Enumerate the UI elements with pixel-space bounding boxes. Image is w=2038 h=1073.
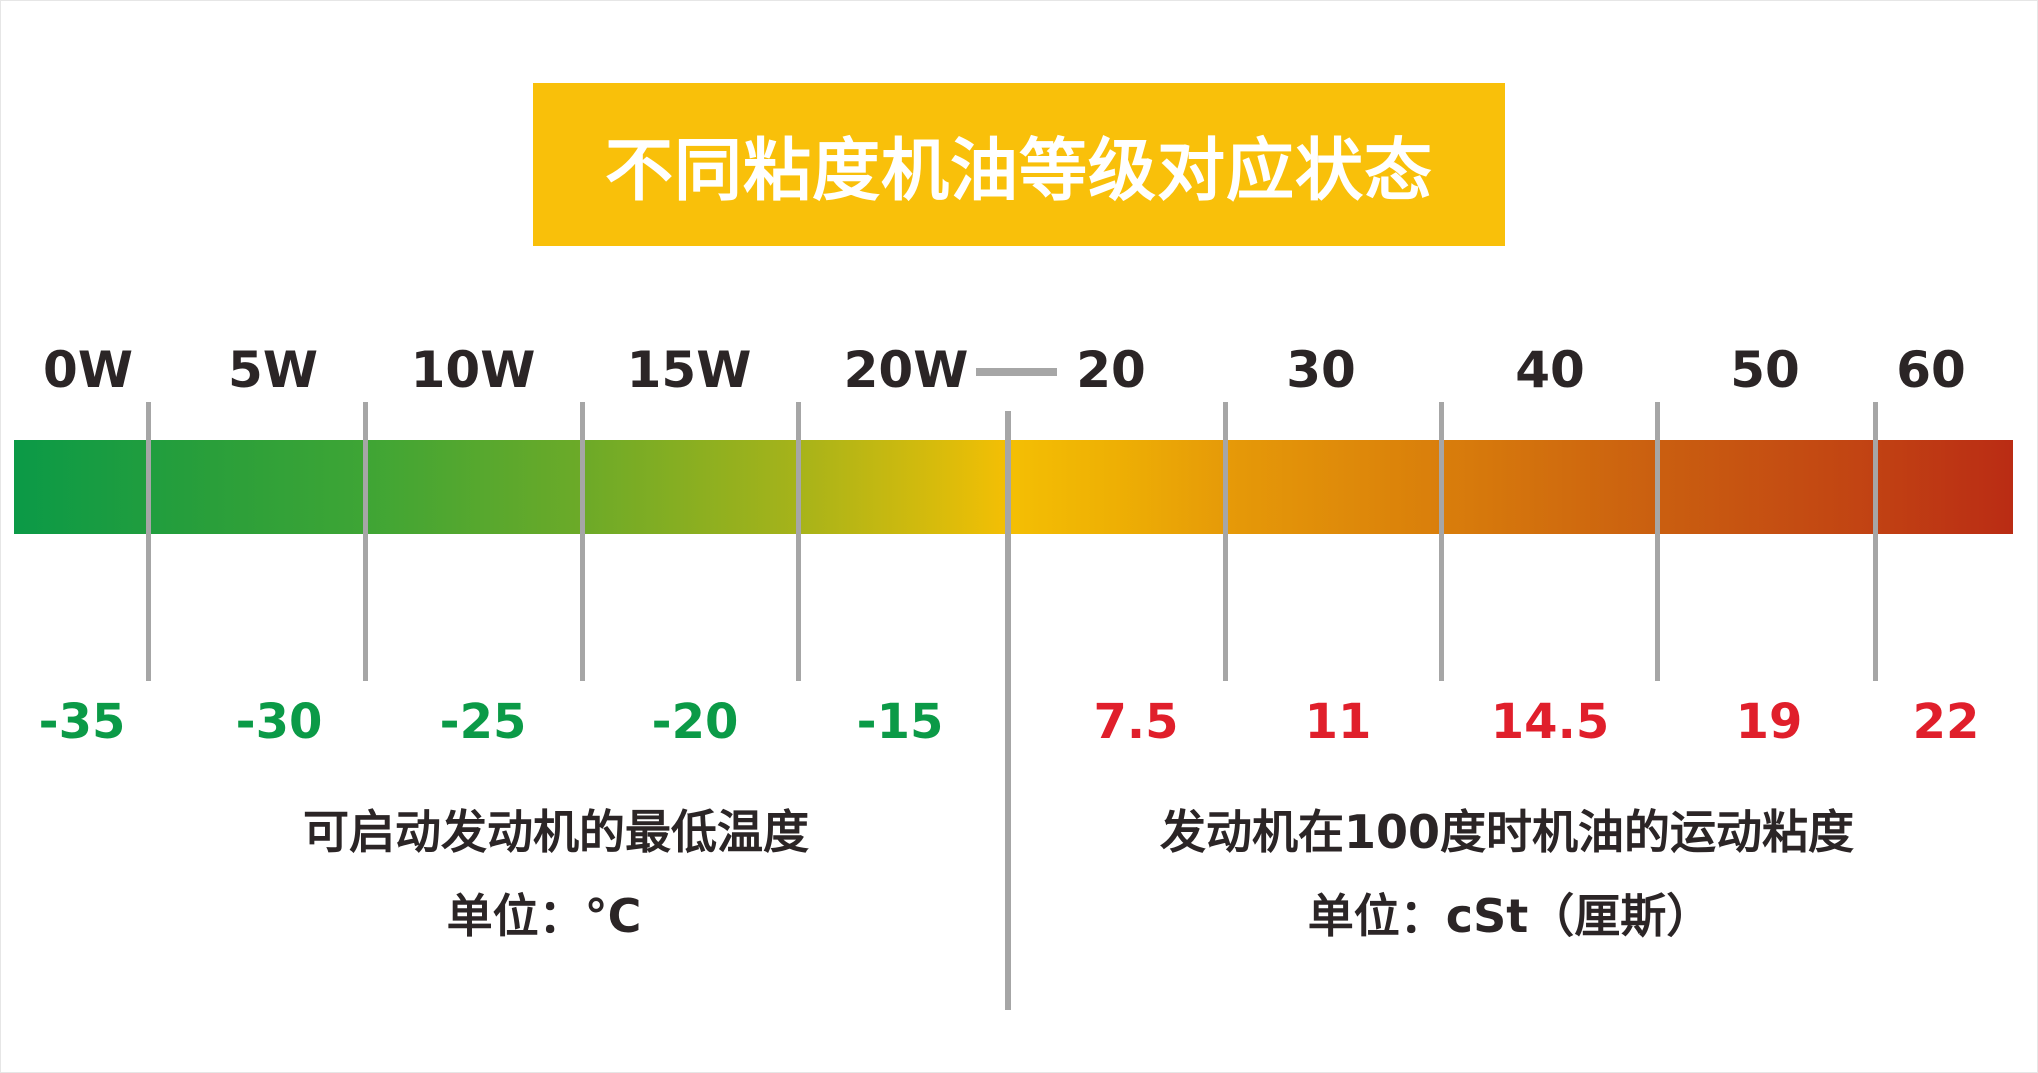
left-caption-unit: 单位：°C [446,889,642,943]
grade-label-20: 20 [1076,341,1146,399]
viscosity-value: 11 [1304,694,1372,750]
grade-label-40: 40 [1515,341,1585,399]
min-temp-value: -30 [235,694,323,750]
tick-mark [1223,402,1228,681]
viscosity-value: 19 [1735,694,1803,750]
grade-label-60: 60 [1896,341,1966,399]
min-temp-value: -25 [439,694,527,750]
chart-title: 不同粘度机油等级对应状态 [604,132,1433,211]
min-temp-value: -35 [38,694,126,750]
title-banner: 不同粘度机油等级对应状态 [533,83,1505,246]
grade-label-15w: 15W [626,341,752,399]
tick-mark [796,402,801,681]
right-caption-unit: 单位：cSt（厘斯） [1307,889,1713,943]
grade-label-30: 30 [1286,341,1356,399]
right-caption-title: 发动机在100度时机油的运动粘度 [1159,805,1855,859]
left-caption-title: 可启动发动机的最低温度 [303,805,809,859]
viscosity-value: 22 [1912,694,1980,750]
tick-mark [363,402,368,681]
center-divider [1005,411,1011,1010]
viscosity-gradient-bar [14,440,2013,534]
grade-label-20w: 20W [843,341,969,399]
min-temp-value: -15 [856,694,944,750]
min-temp-value: -20 [651,694,739,750]
tick-mark [1655,402,1660,681]
tick-mark [580,402,585,681]
grade-separator-dash [976,368,1057,376]
viscosity-value: 7.5 [1093,694,1179,750]
grade-label-5w: 5W [228,341,318,399]
grade-label-10w: 10W [410,341,536,399]
tick-mark [146,402,151,681]
tick-mark [1439,402,1444,681]
viscosity-value: 14.5 [1490,694,1610,750]
grade-label-50: 50 [1730,341,1800,399]
grade-label-0w: 0W [43,341,133,399]
tick-mark [1873,402,1878,681]
